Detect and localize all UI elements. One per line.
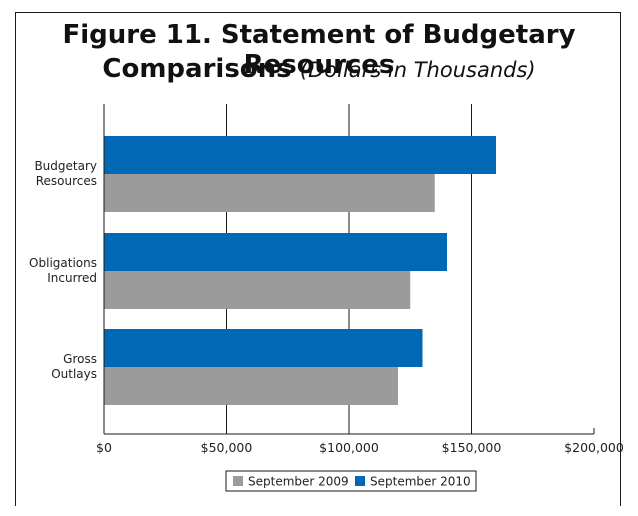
- legend-swatch: [355, 476, 365, 486]
- chart-title-line2: Comparisons: [102, 54, 292, 84]
- bar-september-2009: [104, 367, 398, 405]
- chart-title: Figure 11. Statement of Budgetary Resour…: [62, 20, 576, 80]
- chart-units-note: (Dollars in Thousands): [299, 58, 536, 82]
- category-label: Budgetary: [34, 159, 97, 173]
- x-axis: $0 $50,000 $100,000 $150,000 $200,000: [96, 104, 624, 455]
- x-tick-label: $200,000: [564, 440, 624, 455]
- legend: September 2009 September 2010: [225, 470, 477, 492]
- bar-september-2010: [104, 136, 496, 174]
- legend-box: [225, 470, 477, 492]
- chart-subtitle: Comparisons (Dollars in Thousands): [0, 54, 638, 84]
- x-tick-label: $50,000: [201, 440, 253, 455]
- bar-september-2010: [104, 329, 423, 367]
- category-label: Incurred: [47, 271, 97, 285]
- legend-label: September 2009: [248, 475, 349, 489]
- category-label: Obligations: [29, 256, 97, 270]
- category-label: Gross: [63, 352, 97, 366]
- x-tick-label: $100,000: [319, 440, 379, 455]
- bar-september-2009: [104, 174, 435, 212]
- bar-september-2009: [104, 271, 411, 309]
- x-tick-label: $0: [96, 440, 112, 455]
- category-label: Resources: [36, 174, 97, 188]
- x-tick-label: $150,000: [442, 440, 502, 455]
- category-label: Outlays: [51, 367, 97, 381]
- legend-swatch: [233, 476, 243, 486]
- bars: [104, 136, 496, 405]
- bar-september-2010: [104, 233, 447, 271]
- figure-frame: [15, 12, 621, 506]
- legend-label: September 2010: [370, 475, 471, 489]
